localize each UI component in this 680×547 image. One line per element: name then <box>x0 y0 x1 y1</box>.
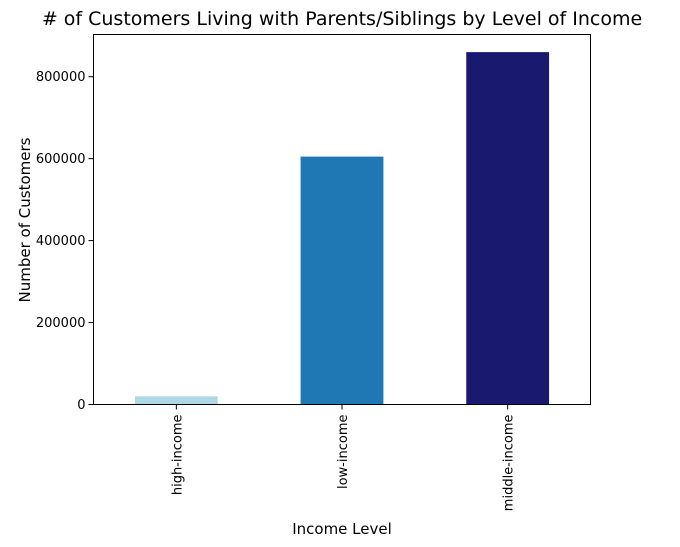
y-axis: 0 200000 400000 600000 800000 <box>36 70 94 413</box>
y-axis-label: Number of Customers <box>16 137 34 302</box>
x-axis-label: Income Level <box>292 520 392 538</box>
x-axis: high-income low-income middle-income <box>170 404 517 512</box>
y-tick-label: 0 <box>77 398 85 413</box>
y-tick-label: 400000 <box>36 234 86 249</box>
x-tick-label: middle-income <box>502 415 517 512</box>
y-tick-label: 800000 <box>36 70 86 85</box>
y-tick-label: 200000 <box>36 316 86 331</box>
y-tick-label: 600000 <box>36 152 86 167</box>
bar-high-income <box>134 396 218 405</box>
bar-middle-income <box>466 52 550 405</box>
x-tick-label: high-income <box>170 415 185 496</box>
bar-low-income <box>300 156 384 405</box>
chart-title: # of Customers Living with Parents/Sibli… <box>42 8 642 30</box>
bars-group <box>134 52 550 405</box>
x-tick-label: low-income <box>336 415 351 490</box>
